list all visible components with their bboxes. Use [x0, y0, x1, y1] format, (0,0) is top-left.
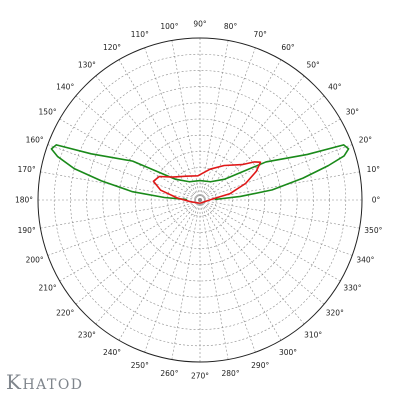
angle-tick-label: 330°: [343, 284, 361, 293]
angle-tick-label: 260°: [160, 369, 178, 378]
grid-spoke: [199, 199, 256, 353]
grid-spoke: [199, 144, 353, 201]
grid-spoke: [75, 199, 201, 305]
angle-tick-label: 280°: [222, 369, 240, 378]
angle-tick-label: 250°: [131, 361, 149, 370]
grid-spoke: [47, 144, 201, 201]
grid-spoke: [40, 171, 201, 201]
grid-spoke: [199, 75, 305, 201]
angle-tick-label: 310°: [304, 330, 322, 339]
series-red-curve: [152, 161, 262, 205]
angle-tick-label: 50°: [306, 61, 320, 70]
angle-tick-label: 290°: [251, 361, 269, 370]
grid-spoke: [95, 75, 201, 201]
grid-spoke: [47, 199, 201, 256]
angle-tick-label: 40°: [328, 82, 342, 91]
grid-spoke: [199, 199, 229, 360]
grid-spoke: [144, 47, 201, 201]
grid-spoke: [199, 118, 341, 201]
grid-spoke: [171, 40, 201, 201]
grid-spoke: [199, 199, 353, 256]
outer-circle: [37, 37, 363, 363]
angle-tick-label: 240°: [103, 348, 121, 357]
angle-tick-label: 10°: [367, 165, 381, 174]
angle-tick-label: 110°: [131, 30, 149, 39]
angle-tick-label: 140°: [56, 82, 74, 91]
angle-tick-label: 170°: [18, 165, 36, 174]
angle-tick-label: 190°: [18, 226, 36, 235]
angle-tick-label: 90°: [193, 20, 207, 29]
grid-spoke: [59, 118, 201, 201]
angle-tick-label: 150°: [39, 108, 57, 117]
grid-spoke: [199, 199, 341, 282]
angle-tick-label: 100°: [160, 22, 178, 31]
grid-spoke: [199, 95, 325, 201]
angle-tick-label: 230°: [78, 330, 96, 339]
angle-tick-label: 340°: [356, 256, 374, 265]
grid-spoke: [59, 199, 201, 282]
angle-tick-label: 300°: [279, 348, 297, 357]
angle-tick-label: 120°: [103, 43, 121, 52]
grid-spoke: [199, 199, 325, 305]
angle-tick-label: 320°: [326, 309, 344, 318]
grid-spoke: [171, 199, 201, 360]
polar-grid: [37, 37, 363, 363]
grid-spoke: [118, 199, 201, 341]
khatod-logo: Khatod: [6, 370, 84, 394]
grid-spoke: [75, 95, 201, 201]
angle-tick-label: 0°: [372, 196, 381, 205]
grid-spoke: [199, 199, 305, 325]
angle-tick-label: 80°: [224, 22, 238, 31]
series-green-curve: [50, 144, 350, 201]
angle-tick-label: 70°: [254, 30, 268, 39]
grid-spoke: [40, 199, 201, 229]
grid-spoke: [199, 47, 256, 201]
angle-tick-label: 180°: [15, 196, 33, 205]
grid-spoke: [199, 199, 360, 229]
angle-tick-label: 220°: [56, 309, 74, 318]
angle-tick-label: 210°: [39, 284, 57, 293]
angle-tick-label: 130°: [78, 61, 96, 70]
grid-spoke: [199, 59, 282, 201]
angle-tick-label: 200°: [26, 256, 44, 265]
grid-spoke: [95, 199, 201, 325]
angle-tick-label: 60°: [281, 43, 295, 52]
angle-tick-label: 20°: [359, 135, 373, 144]
angle-tick-labels: 0° 10° 20° 30° 40° 50° 60° 70° 80° 90° 100° 110° 120…: [15, 20, 383, 381]
grid-spoke: [199, 40, 229, 201]
grid-spoke: [199, 171, 360, 201]
grid-spoke: [118, 59, 201, 201]
grid-spoke: [144, 199, 201, 353]
angle-tick-label: 350°: [364, 226, 382, 235]
angle-tick-label: 270°: [191, 372, 209, 381]
angle-tick-label: 160°: [26, 135, 44, 144]
data-series: [50, 144, 350, 205]
grid-spoke: [199, 199, 282, 341]
angle-tick-label: 30°: [346, 108, 360, 117]
